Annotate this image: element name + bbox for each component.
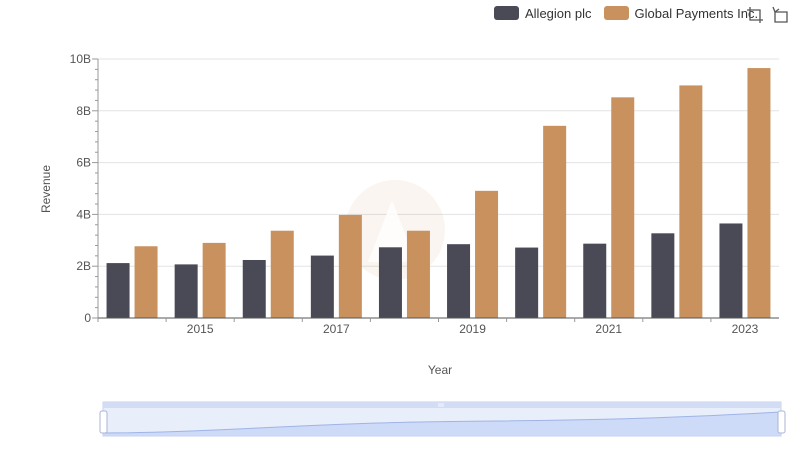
bar-allegion-2021[interactable] <box>583 243 607 318</box>
y-tick-label: 2B <box>76 259 91 273</box>
x-tick-label: 2021 <box>595 322 622 336</box>
bar-allegion-2019[interactable] <box>447 244 471 318</box>
bar-global-payments-2017[interactable] <box>338 214 362 318</box>
y-tick-label: 10B <box>70 52 91 66</box>
x-tick-label: 2019 <box>459 322 486 336</box>
x-axis: 2015 2017 2019 2021 2023 <box>97 317 779 336</box>
legend: Allegion plc Global Payments Inc. <box>494 4 770 22</box>
bar-global-payments-2019[interactable] <box>475 190 499 318</box>
bar-global-payments-2023[interactable] <box>747 68 771 318</box>
x-axis-label: Year <box>428 363 452 377</box>
y-tick-label: 4B <box>76 207 91 221</box>
y-axis: 0 2B 4B 6B 8B 10B <box>70 52 99 325</box>
zoom-grip-icon[interactable] <box>438 403 444 407</box>
bar-allegion-2014[interactable] <box>106 263 130 318</box>
legend-swatch-allegion <box>494 6 519 20</box>
x-tick-label: 2023 <box>732 322 759 336</box>
zoom-handle-right[interactable] <box>777 410 786 434</box>
toolbox <box>746 6 790 24</box>
x-tick-label: 2015 <box>187 322 214 336</box>
bars <box>106 68 771 319</box>
y-tick-label: 0 <box>84 311 91 325</box>
bar-allegion-2015[interactable] <box>174 264 198 318</box>
zoom-preview-line <box>102 411 782 434</box>
restore-icon[interactable] <box>772 6 790 24</box>
bar-allegion-2016[interactable] <box>242 259 266 318</box>
zoom-preview-area <box>103 412 781 436</box>
y-tick-label: 6B <box>76 156 91 170</box>
legend-label-global-payments: Global Payments Inc. <box>634 5 759 21</box>
bar-global-payments-2015[interactable] <box>202 242 226 318</box>
bar-allegion-2018[interactable] <box>378 247 402 318</box>
y-tick-label: 8B <box>76 104 91 118</box>
zoom-handle-left[interactable] <box>99 410 108 434</box>
bar-allegion-2017[interactable] <box>310 255 334 318</box>
bar-allegion-2022[interactable] <box>651 233 675 318</box>
bar-global-payments-2021[interactable] <box>611 97 635 318</box>
bar-global-payments-2022[interactable] <box>679 85 703 318</box>
x-tick-label: 2017 <box>323 322 350 336</box>
bar-global-payments-2018[interactable] <box>406 230 430 318</box>
legend-swatch-global-payments <box>603 6 629 20</box>
bar-allegion-2020[interactable] <box>515 247 539 318</box>
y-axis-label: Revenue <box>39 165 53 213</box>
zoom-top-bar[interactable] <box>103 402 781 408</box>
data-zoom-icon[interactable] <box>746 6 764 24</box>
legend-item-allegion[interactable]: Allegion plc <box>494 6 592 21</box>
legend-item-global-payments[interactable]: Global Payments Inc. <box>603 5 759 21</box>
bar-global-payments-2014[interactable] <box>134 246 158 318</box>
legend-label-allegion: Allegion plc <box>525 5 592 21</box>
bar-global-payments-2020[interactable] <box>543 125 567 319</box>
bar-global-payments-2016[interactable] <box>270 230 294 318</box>
bar-allegion-2023[interactable] <box>719 223 743 318</box>
bar-chart: 0 2B 4B 6B 8B 10B 2015 2017 2019 2021 2023 Revenu… <box>39 52 779 377</box>
